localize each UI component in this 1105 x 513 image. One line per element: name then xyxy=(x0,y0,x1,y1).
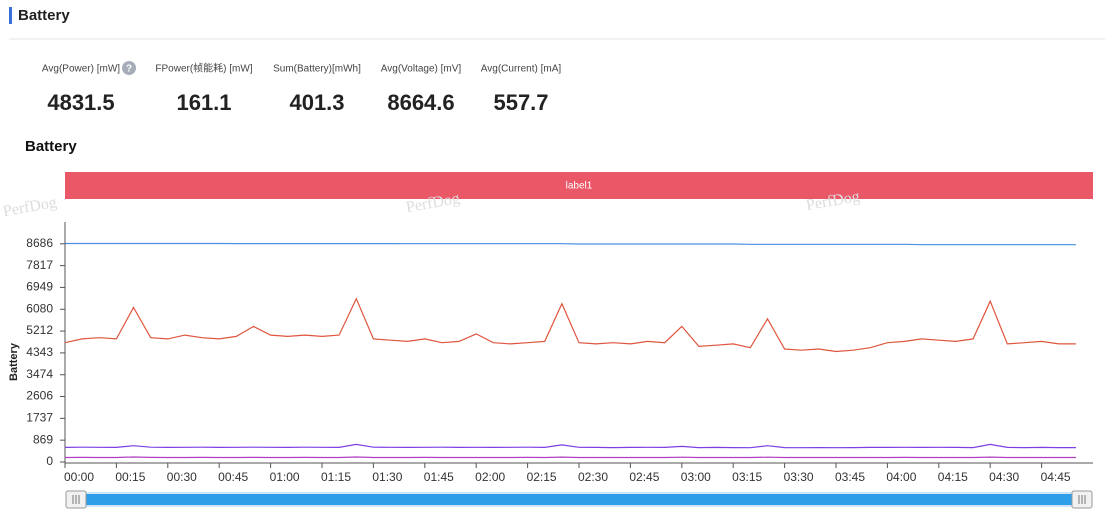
metric-value: 161.1 xyxy=(176,90,231,115)
y-tick-label: 0 xyxy=(46,454,53,468)
banner-label: label1 xyxy=(566,181,593,192)
series-line xyxy=(64,297,1076,353)
metric-value: 401.3 xyxy=(289,90,344,115)
handle-grip xyxy=(72,495,1086,504)
y-tick-label: 3474 xyxy=(26,367,53,381)
x-tick-label: 02:45 xyxy=(629,470,659,484)
x-tick-label: 02:00 xyxy=(475,470,505,484)
metric-label: Avg(Current) [mA] xyxy=(481,64,562,75)
metric-label: FPower(帧能耗) [mW] xyxy=(155,62,252,75)
x-tick-label: 00:45 xyxy=(218,470,248,484)
y-axis-title: Battery xyxy=(8,342,20,381)
x-tick-label: 01:30 xyxy=(372,470,402,484)
x-tick-label: 04:00 xyxy=(886,470,916,484)
y-tick-label: 1737 xyxy=(26,411,53,425)
metric-label: Avg(Voltage) [mV] xyxy=(381,64,462,75)
y-tick-label: 5212 xyxy=(26,323,53,337)
metric-value: 4831.5 xyxy=(47,90,114,115)
help-icon[interactable] xyxy=(122,61,136,75)
x-tick-label: 01:45 xyxy=(424,470,454,484)
metric-label: Sum(Battery)[mWh] xyxy=(273,64,361,75)
title-accent xyxy=(9,7,12,24)
label-banner xyxy=(65,172,1093,199)
y-tick-label: 6080 xyxy=(26,301,53,315)
x-tick-label: 00:30 xyxy=(167,470,197,484)
x-tick-label: 01:00 xyxy=(270,470,300,484)
x-tick-label: 04:30 xyxy=(989,470,1019,484)
watermark: PerfDog xyxy=(2,194,58,220)
x-tick-label: 02:15 xyxy=(527,470,557,484)
y-tick-label: 8686 xyxy=(26,236,53,250)
chart-title: Battery xyxy=(25,138,77,155)
x-tick-label: 03:15 xyxy=(732,470,762,484)
x-tick-label: 03:30 xyxy=(784,470,814,484)
y-tick-label: 6949 xyxy=(26,280,53,294)
metric-value: 557.7 xyxy=(493,90,548,115)
help-icon-mark: ? xyxy=(126,64,132,75)
y-tick-label: 4343 xyxy=(26,345,53,359)
y-tick-label: 7817 xyxy=(26,258,53,272)
zoom-range[interactable] xyxy=(76,494,1082,505)
y-tick-label: 869 xyxy=(33,432,53,446)
x-tick-label: 00:00 xyxy=(64,470,94,484)
x-tick-label: 04:15 xyxy=(938,470,968,484)
series-line xyxy=(64,443,1076,449)
metric-label: Avg(Power) [mW] xyxy=(42,64,120,75)
y-tick-label: 2606 xyxy=(26,389,53,403)
x-tick-label: 03:00 xyxy=(681,470,711,484)
x-tick-label: 00:15 xyxy=(115,470,145,484)
metric-value: 8664.6 xyxy=(387,90,454,115)
page-title: Battery xyxy=(18,7,70,24)
x-tick-label: 02:30 xyxy=(578,470,608,484)
x-tick-label: 04:45 xyxy=(1041,470,1071,484)
x-tick-label: 01:15 xyxy=(321,470,351,484)
series-line xyxy=(65,242,1076,246)
series-line xyxy=(64,456,1076,459)
x-tick-label: 03:45 xyxy=(835,470,865,484)
